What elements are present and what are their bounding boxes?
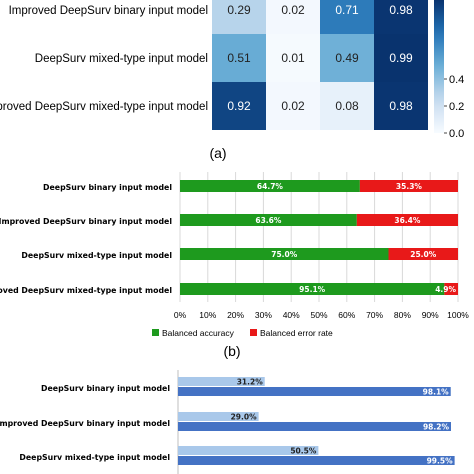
- stacked-bar-panel: 0% 10% 20% 30% 40% 50% 60% 70% 80% 90% 100% DeepSur…: [0, 172, 469, 338]
- colorbar: 0.0 0.2 0.4: [434, 0, 464, 140]
- caption-a: (a): [209, 145, 226, 161]
- bar-value-label: 63.6%: [255, 216, 282, 225]
- heatmap-panel: Improved DeepSurv binary input model 0.29…: [0, 0, 428, 130]
- bar-value-label: 98.1%: [423, 388, 450, 397]
- x-tick-label: 100%: [447, 310, 469, 320]
- error-bar: [359, 180, 458, 192]
- category-label: Improved DeepSurv binary input model: [0, 217, 172, 226]
- category-label: Improved DeepSurv mixed-type input model: [0, 286, 172, 295]
- heatmap-cell: [320, 82, 374, 130]
- long-bar: [178, 387, 451, 396]
- heatmap-value: 0.71: [335, 3, 359, 17]
- x-tick-label: 40%: [283, 310, 300, 320]
- legend-label: Balanced accuracy: [162, 328, 235, 338]
- short-bar: [178, 446, 319, 455]
- heatmap-row-label: Improved DeepSurv binary input model: [9, 5, 208, 17]
- category-label: DeepSurv mixed-type input model: [21, 251, 172, 260]
- heatmap-cell: [320, 0, 374, 34]
- heatmap-value: 0.51: [227, 51, 251, 65]
- heatmap-value: 0.02: [281, 3, 305, 17]
- error-bar: [388, 248, 458, 260]
- heatmap-value: 0.01: [281, 51, 305, 65]
- heatmap-value: 0.98: [389, 99, 413, 113]
- heatmap-value: 0.08: [335, 99, 359, 113]
- accuracy-bar: [180, 214, 357, 226]
- heatmap-cell: [212, 0, 266, 34]
- long-bar: [178, 456, 455, 465]
- heatmap-value: 0.92: [227, 99, 251, 113]
- heatmap-row-label: Improved DeepSurv mixed-type input model: [0, 101, 208, 113]
- legend-label: Balanced error rate: [260, 328, 333, 338]
- bar-value-label: 36.4%: [394, 216, 421, 225]
- heatmap-value: 0.98: [389, 3, 413, 17]
- heatmap-cell: [212, 82, 266, 130]
- heatmap-cell: [374, 34, 428, 82]
- x-tick-label: 0%: [174, 310, 187, 320]
- x-tick-label: 10%: [199, 310, 216, 320]
- heatmap-cell: [266, 0, 320, 34]
- accuracy-bar: [180, 248, 389, 260]
- colorbar-tick-label: 0.4: [449, 74, 464, 86]
- bar-value-label: 4.9%: [435, 285, 456, 294]
- bar-value-label: 29.0%: [231, 413, 258, 422]
- short-bar: [178, 412, 259, 421]
- legend-swatch: [250, 329, 257, 336]
- heatmap-row-label: DeepSurv mixed-type input model: [35, 53, 208, 65]
- bar-value-label: 35.3%: [396, 182, 423, 191]
- heatmap-value: 0.49: [335, 51, 359, 65]
- heatmap-cell: [266, 82, 320, 130]
- accuracy-bar: [180, 283, 445, 295]
- bar-value-label: 95.1%: [299, 285, 326, 294]
- category-label: DeepSurv mixed-type input model: [19, 453, 170, 462]
- caption-b: (b): [223, 343, 240, 359]
- bar-value-label: 75.0%: [271, 250, 298, 259]
- heatmap-value: 0.02: [281, 99, 305, 113]
- bar-value-label: 31.2%: [237, 378, 264, 387]
- legend-swatch: [152, 329, 159, 336]
- grouped-bar-panel: DeepSurv binary input model 31.2% 98.1% Imp…: [0, 370, 455, 474]
- x-tick-label: 80%: [394, 310, 411, 320]
- error-bar: [356, 214, 458, 226]
- x-tick-label: 60%: [338, 310, 355, 320]
- heatmap-cell: [212, 34, 266, 82]
- x-tick-label: 70%: [366, 310, 383, 320]
- heatmap-cell: [374, 0, 428, 34]
- category-label: DeepSurv binary input model: [43, 183, 172, 192]
- accuracy-bar: [180, 180, 360, 192]
- bar-value-label: 50.5%: [290, 447, 317, 456]
- heatmap-value: 0.29: [227, 3, 251, 17]
- bar-value-label: 99.5%: [427, 457, 454, 466]
- long-bar: [178, 422, 451, 431]
- category-label: DeepSurv binary input model: [41, 384, 170, 393]
- colorbar-tick-label: 0.0: [449, 128, 464, 140]
- heatmap-cell: [266, 34, 320, 82]
- colorbar-bar: [434, 0, 444, 133]
- bar-value-label: 25.0%: [410, 250, 437, 259]
- heatmap-value: 0.99: [389, 51, 413, 65]
- colorbar-tick-label: 0.2: [449, 101, 464, 113]
- x-tick-label: 50%: [310, 310, 327, 320]
- short-bar: [178, 377, 265, 386]
- bar-value-label: 98.2%: [423, 423, 450, 432]
- x-tick-label: 20%: [227, 310, 244, 320]
- x-tick-label: 30%: [255, 310, 272, 320]
- error-bar: [444, 283, 458, 295]
- x-tick-label: 90%: [422, 310, 439, 320]
- bar-value-label: 64.7%: [257, 182, 284, 191]
- category-label: Improved DeepSurv binary input model: [0, 419, 170, 428]
- heatmap-cell: [374, 82, 428, 130]
- heatmap-cell: [320, 34, 374, 82]
